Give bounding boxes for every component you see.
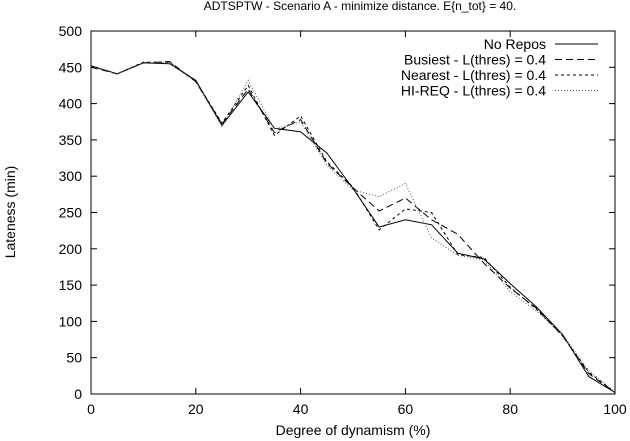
series-lines [90, 60, 616, 393]
series-line-1 [90, 62, 616, 393]
y-tick-label: 150 [59, 277, 83, 293]
y-tick-label: 100 [59, 313, 83, 329]
series-line-4 [90, 62, 616, 393]
x-tick-label: 40 [293, 401, 309, 417]
x-tick-label: 60 [398, 401, 414, 417]
y-tick-label: 50 [66, 350, 82, 366]
x-axis-label: Degree of dynamism (%) [276, 422, 431, 438]
series-line-2 [90, 60, 616, 393]
x-tick-label: 80 [502, 401, 518, 417]
y-tick-label: 300 [59, 168, 83, 184]
legend-label-3: Nearest - L(thres) = 0.4 [401, 67, 546, 83]
x-axis: 0 20 40 60 80 100 [87, 31, 627, 417]
chart-title: ADTSPTW - Scenario A - minimize distance… [204, 0, 516, 13]
series-line-3 [90, 61, 616, 393]
x-tick-label: 20 [188, 401, 204, 417]
legend-label-4: HI-REQ - L(thres) = 0.4 [401, 83, 546, 99]
x-tick-label: 100 [603, 401, 627, 417]
y-tick-label: 0 [74, 386, 82, 402]
y-tick-label: 400 [59, 96, 83, 112]
legend-label-2: Busiest - L(thres) = 0.4 [404, 52, 546, 68]
y-tick-label: 200 [59, 241, 83, 257]
y-tick-label: 500 [59, 23, 83, 39]
y-tick-label: 350 [59, 132, 83, 148]
y-tick-label: 450 [59, 59, 83, 75]
x-tick-label: 0 [87, 401, 95, 417]
legend-label-1: No Repos [484, 36, 546, 52]
y-tick-label: 250 [59, 205, 83, 221]
y-axis: 0 50 100 150 200 250 300 350 400 450 500 [59, 23, 615, 402]
y-axis-label: Lateness (min) [2, 166, 18, 259]
